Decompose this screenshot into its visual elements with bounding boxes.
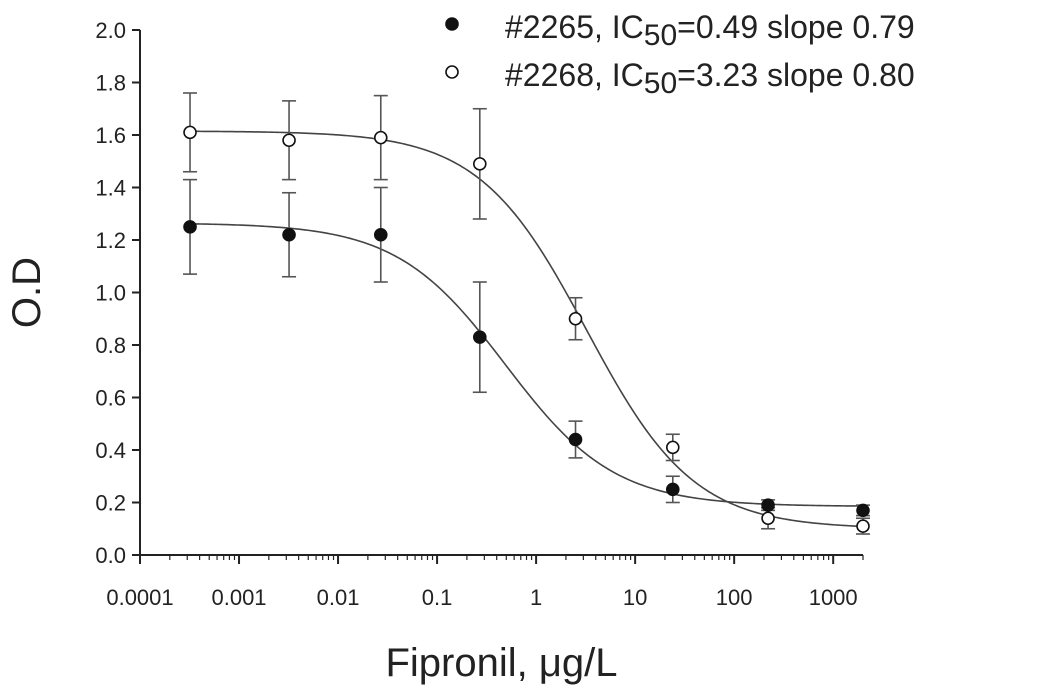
- x-tick-label: 0.001: [211, 585, 266, 610]
- data-point-series-1: [183, 220, 197, 234]
- y-tick-label: 0.6: [95, 386, 126, 411]
- y-tick-label: 2.0: [95, 18, 126, 43]
- x-tick-label: 1000: [809, 585, 858, 610]
- error-bars: [183, 92, 870, 535]
- data-point-series-1: [665, 482, 680, 497]
- data-point-series-1: [761, 498, 775, 512]
- data-point-series-2: [183, 125, 197, 140]
- legend: #2265, IC50=0.49 slope 0.79 #2268, IC50=3…: [445, 9, 915, 100]
- data-point-series-1: [472, 330, 487, 344]
- fit-curve-series-1: [190, 223, 864, 507]
- fit-curve-series-2: [190, 130, 864, 528]
- y-tick-label: 1.4: [95, 176, 126, 201]
- legend-text-suffix: =0.49 slope 0.79: [677, 9, 915, 45]
- y-tick-label: 1.6: [95, 123, 126, 148]
- data-point-series-2: [373, 130, 388, 145]
- axes: 0.0 0.2 0.4 0.6 0.8 1.0 1.2 1.4 1.6 1.8 2.0 0.0001 0…: [95, 18, 864, 610]
- y-tick-label: 1.2: [95, 228, 126, 253]
- data-point-series-2: [282, 133, 296, 148]
- legend-marker-series-1: [445, 17, 459, 31]
- legend-marker-series-2: [445, 65, 459, 79]
- x-tick-label: 0.0001: [106, 585, 173, 610]
- data-point-series-1: [568, 432, 583, 447]
- legend-entry-series-2: #2268, IC50=3.23 slope 0.80: [505, 57, 915, 100]
- x-tick-label: 0.1: [422, 585, 453, 610]
- legend-text-subscript: 50: [644, 19, 677, 52]
- y-tick-label: 0.0: [95, 543, 126, 568]
- data-points: [183, 125, 870, 533]
- legend-text-prefix: #2268, IC: [505, 57, 644, 93]
- data-point-series-2: [856, 519, 870, 533]
- x-tick-label: 0.01: [317, 585, 360, 610]
- data-point-series-1: [373, 227, 388, 242]
- data-point-series-2: [761, 511, 775, 526]
- data-point-series-2: [665, 440, 680, 455]
- data-point-series-1: [856, 503, 870, 518]
- y-tick-label: 0.2: [95, 491, 126, 516]
- legend-text-subscript: 50: [644, 67, 677, 100]
- legend-entry-series-1: #2265, IC50=0.49 slope 0.79: [505, 9, 915, 52]
- x-tick-label: 10: [623, 585, 647, 610]
- data-point-series-2: [568, 311, 583, 326]
- fit-curves: [190, 130, 864, 528]
- x-axis-title: Fipronil, μg/L: [385, 641, 617, 685]
- data-point-series-2: [472, 157, 487, 171]
- legend-text-suffix: =3.23 slope 0.80: [677, 57, 915, 93]
- y-tick-label: 0.8: [95, 333, 126, 358]
- y-tick-label: 0.4: [95, 438, 126, 463]
- y-tick-label: 1.0: [95, 281, 126, 306]
- legend-text-prefix: #2265, IC: [505, 9, 644, 45]
- x-tick-label: 1: [530, 585, 542, 610]
- data-point-series-1: [282, 227, 296, 242]
- y-axis-title: O.D: [5, 257, 49, 328]
- y-tick-label: 1.8: [95, 71, 126, 96]
- x-tick-label: 100: [716, 585, 753, 610]
